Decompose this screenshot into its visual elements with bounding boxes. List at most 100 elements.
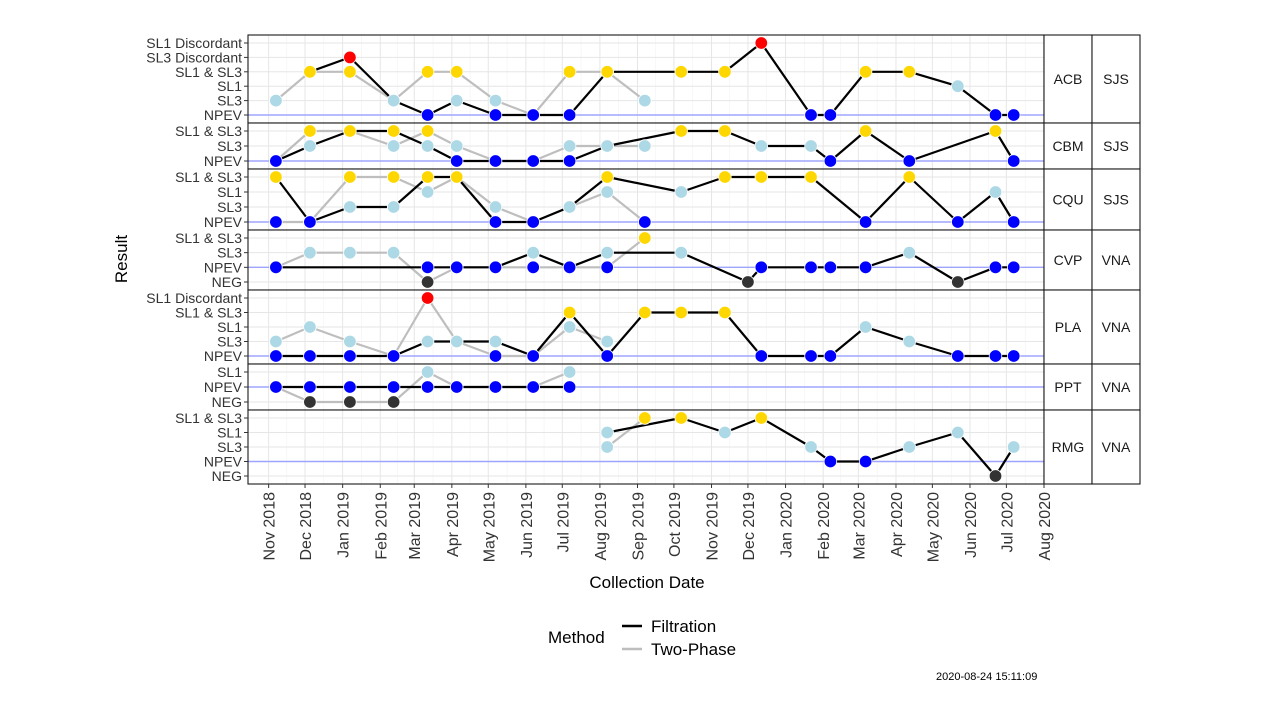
data-point: [450, 334, 464, 349]
data-point: [951, 425, 965, 440]
data-point: [269, 170, 283, 184]
y-tick-label: SL1: [217, 364, 242, 380]
data-point: [718, 170, 732, 184]
strip-region-label: SJS: [1103, 71, 1129, 87]
data-point: [420, 108, 435, 122]
data-point: [823, 454, 838, 469]
data-point: [718, 305, 732, 320]
x-tick-label: May 2020: [925, 492, 942, 562]
data-point: [386, 380, 401, 394]
data-point: [562, 108, 577, 122]
data-point: [951, 275, 965, 289]
data-point: [858, 215, 873, 229]
data-point: [674, 305, 688, 320]
data-point: [718, 425, 732, 440]
data-point: [823, 260, 838, 275]
y-tick-label: SL1: [217, 319, 242, 335]
y-tick-label: SL3: [217, 334, 242, 350]
x-tick-label: Jul 2019: [555, 492, 572, 553]
y-tick-label: SL1: [217, 425, 242, 441]
data-point: [343, 395, 357, 409]
data-point: [386, 139, 401, 153]
data-point: [343, 245, 357, 260]
data-point: [988, 124, 1003, 138]
data-point: [343, 200, 357, 214]
x-tick-label: Jun 2020: [963, 492, 980, 558]
data-point: [1007, 260, 1021, 275]
data-point: [420, 124, 435, 138]
data-point: [343, 124, 357, 138]
timestamp: 2020-08-24 15:11:09: [936, 671, 1038, 683]
y-tick-label: SL1 & SL3: [175, 169, 242, 185]
data-point: [420, 185, 435, 199]
data-point: [718, 65, 732, 79]
data-point: [902, 154, 917, 168]
x-axis-title: Collection Date: [589, 573, 704, 592]
strip-site-box: [1043, 363, 1093, 411]
data-point: [600, 65, 614, 79]
x-tick-label: Feb 2019: [373, 492, 390, 560]
data-point: [269, 93, 283, 108]
data-point: [988, 469, 1003, 483]
data-point: [488, 349, 503, 363]
data-point: [562, 380, 577, 394]
y-tick-label: NPEV: [204, 259, 243, 275]
data-point: [638, 305, 652, 320]
data-point: [269, 334, 283, 349]
data-point: [420, 365, 435, 379]
data-point: [420, 139, 435, 153]
data-point: [562, 139, 577, 153]
strip-region-box: [1091, 229, 1141, 291]
data-point: [303, 65, 317, 79]
data-point: [526, 154, 540, 168]
data-point: [988, 185, 1003, 199]
legend: Method Filtration Two-Phase: [548, 617, 736, 659]
data-point: [674, 124, 688, 138]
strip-site-label: RMG: [1052, 439, 1085, 455]
data-point: [450, 93, 464, 108]
data-point: [488, 93, 503, 108]
y-tick-label: NEG: [212, 394, 242, 410]
data-point: [902, 170, 917, 184]
data-point: [988, 260, 1003, 275]
y-axis-title: Result: [112, 235, 131, 283]
data-point: [420, 65, 435, 79]
y-tick-label: NPEV: [204, 348, 243, 364]
y-tick-label: NPEV: [204, 454, 243, 470]
data-point: [804, 108, 818, 122]
y-tick-label: NEG: [212, 274, 242, 290]
data-point: [902, 65, 917, 79]
data-point: [386, 349, 401, 363]
data-point: [638, 139, 652, 153]
series-line-two-phase: [606, 417, 646, 448]
data-point: [951, 215, 965, 229]
data-point: [823, 154, 838, 168]
data-point: [902, 440, 917, 454]
strip-site-box: [1043, 229, 1093, 291]
data-point: [450, 260, 464, 275]
strip-site-box: [1043, 34, 1093, 124]
data-point: [600, 334, 614, 349]
data-point: [269, 349, 283, 363]
data-point: [600, 260, 614, 275]
strip-region-box: [1091, 289, 1141, 365]
strip-region-label: VNA: [1102, 439, 1131, 455]
legend-label-two-phase: Two-Phase: [651, 640, 736, 659]
x-tick-label: Mar 2020: [851, 492, 868, 560]
data-point: [754, 411, 769, 425]
x-tick-label: Jan 2020: [779, 492, 796, 558]
strip-site-label: ACB: [1054, 71, 1083, 87]
data-point: [674, 65, 688, 79]
data-point: [450, 154, 464, 168]
strip-site-label: CVP: [1054, 252, 1083, 268]
data-point: [303, 395, 317, 409]
data-point: [488, 334, 503, 349]
x-tick-label: Jun 2019: [519, 492, 536, 558]
data-point: [343, 334, 357, 349]
data-point: [638, 231, 652, 245]
y-tick-label: SL1 & SL3: [175, 64, 242, 80]
strip-region-label: VNA: [1102, 379, 1131, 395]
